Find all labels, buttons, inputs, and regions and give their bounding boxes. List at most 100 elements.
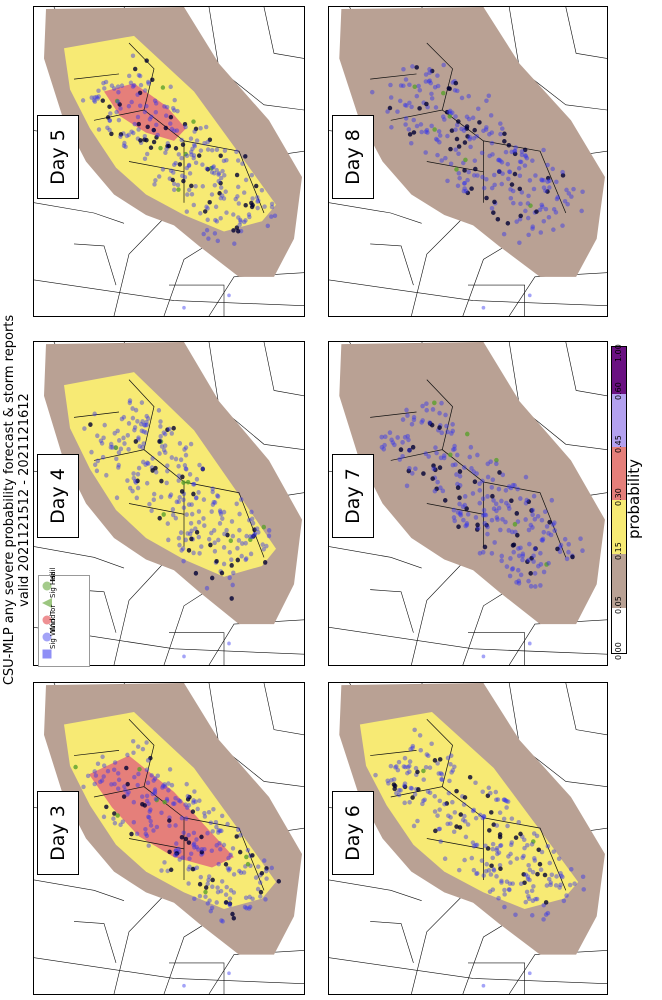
storm-report-marker <box>541 185 547 190</box>
storm-report-marker <box>492 199 497 205</box>
storm-reports <box>82 398 272 659</box>
storm-report-marker <box>554 196 560 202</box>
storm-report-marker <box>434 486 439 492</box>
storm-report-marker <box>143 826 148 832</box>
storm-report-marker <box>541 147 546 153</box>
storm-report-marker <box>118 446 124 452</box>
storm-report-marker <box>385 109 390 114</box>
storm-report-marker <box>183 802 188 807</box>
storm-report-marker <box>98 438 104 444</box>
storm-report-marker <box>432 488 438 494</box>
storm-report-marker <box>216 830 221 835</box>
storm-report-marker <box>158 145 163 151</box>
storm-report-marker <box>488 459 493 465</box>
storm-report-marker <box>403 122 408 127</box>
storm-report-marker <box>131 799 136 805</box>
storm-report-marker <box>150 77 155 82</box>
storm-report-marker <box>149 114 154 120</box>
storm-report-marker <box>485 461 491 467</box>
storm-report-marker <box>391 782 397 787</box>
storm-report-marker <box>475 527 480 532</box>
storm-report-marker <box>571 186 576 192</box>
storm-report-marker <box>188 531 193 537</box>
storm-report-marker <box>154 824 160 830</box>
storm-report-marker <box>118 106 123 111</box>
storm-report-marker <box>181 830 186 836</box>
storm-report-marker <box>465 177 470 183</box>
storm-report-marker <box>525 215 531 221</box>
storm-report-marker <box>580 189 585 195</box>
storm-report-marker <box>180 546 186 551</box>
storm-report-marker <box>411 117 417 123</box>
storm-report-marker <box>434 450 439 456</box>
storm-report-marker <box>190 866 196 872</box>
storm-report-marker <box>449 431 454 436</box>
storm-report-marker <box>171 801 176 806</box>
storm-report-marker <box>437 410 442 416</box>
storm-report-marker <box>118 134 123 139</box>
storm-report-marker <box>480 815 486 821</box>
storm-report-marker <box>112 781 117 787</box>
storm-report-marker <box>443 155 448 161</box>
storm-report-marker <box>483 843 488 849</box>
storm-report-marker <box>481 185 487 191</box>
storm-report-marker <box>508 860 513 865</box>
storm-report-marker <box>393 765 398 770</box>
storm-report-marker <box>192 481 197 487</box>
storm-report-marker <box>173 456 179 462</box>
storm-report-marker <box>467 135 473 140</box>
storm-report-marker <box>116 117 122 123</box>
storm-report-marker <box>411 417 417 423</box>
storm-report-marker <box>242 219 247 225</box>
storm-report-marker <box>121 143 127 149</box>
storm-report-marker <box>187 471 193 477</box>
storm-report-marker <box>189 152 194 157</box>
storm-report-marker <box>139 428 144 434</box>
storm-report-marker <box>109 131 114 137</box>
storm-report-marker <box>112 430 117 436</box>
storm-report-marker <box>492 540 497 545</box>
storm-report-marker <box>111 816 116 821</box>
storm-report-marker <box>497 169 502 174</box>
storm-report-marker <box>514 579 519 585</box>
probability-colorbar <box>611 346 627 654</box>
storm-report-marker <box>187 864 192 870</box>
storm-report-marker <box>518 496 523 501</box>
storm-report-marker <box>161 447 167 453</box>
storm-report-marker <box>473 166 478 172</box>
storm-report-marker <box>219 185 224 190</box>
storm-report-marker <box>506 484 512 489</box>
storm-report-marker <box>133 407 139 413</box>
storm-report-marker <box>427 70 432 75</box>
storm-report-marker <box>481 305 486 310</box>
storm-report-marker <box>125 432 130 438</box>
storm-report-marker <box>424 401 429 407</box>
storm-report-marker <box>485 793 491 799</box>
storm-report-marker <box>173 795 178 801</box>
storm-report-marker <box>93 462 98 468</box>
storm-report-marker <box>227 901 232 907</box>
storm-report-marker <box>519 152 525 158</box>
storm-report-marker <box>543 188 548 194</box>
storm-report-marker <box>210 486 215 492</box>
storm-report-marker <box>230 911 235 917</box>
storm-report-marker <box>123 788 128 793</box>
storm-report-marker <box>415 769 420 775</box>
storm-report-marker <box>429 123 434 129</box>
storm-report-marker <box>462 795 468 800</box>
storm-report-marker <box>142 109 148 115</box>
storm-report-marker <box>151 127 156 133</box>
storm-report-marker <box>169 431 174 436</box>
storm-report-marker <box>562 536 568 542</box>
storm-report-marker <box>162 799 167 805</box>
storm-report-marker <box>521 853 526 859</box>
storm-report-marker <box>220 168 225 174</box>
colorbar-segment-045 <box>612 394 626 447</box>
storm-report-marker <box>147 809 152 814</box>
storm-report-marker <box>207 536 212 542</box>
storm-report-marker <box>414 93 420 99</box>
storm-report-marker <box>516 580 522 586</box>
storm-report-marker <box>105 125 110 130</box>
storm-report-marker <box>487 828 492 833</box>
storm-report-marker <box>400 439 405 445</box>
